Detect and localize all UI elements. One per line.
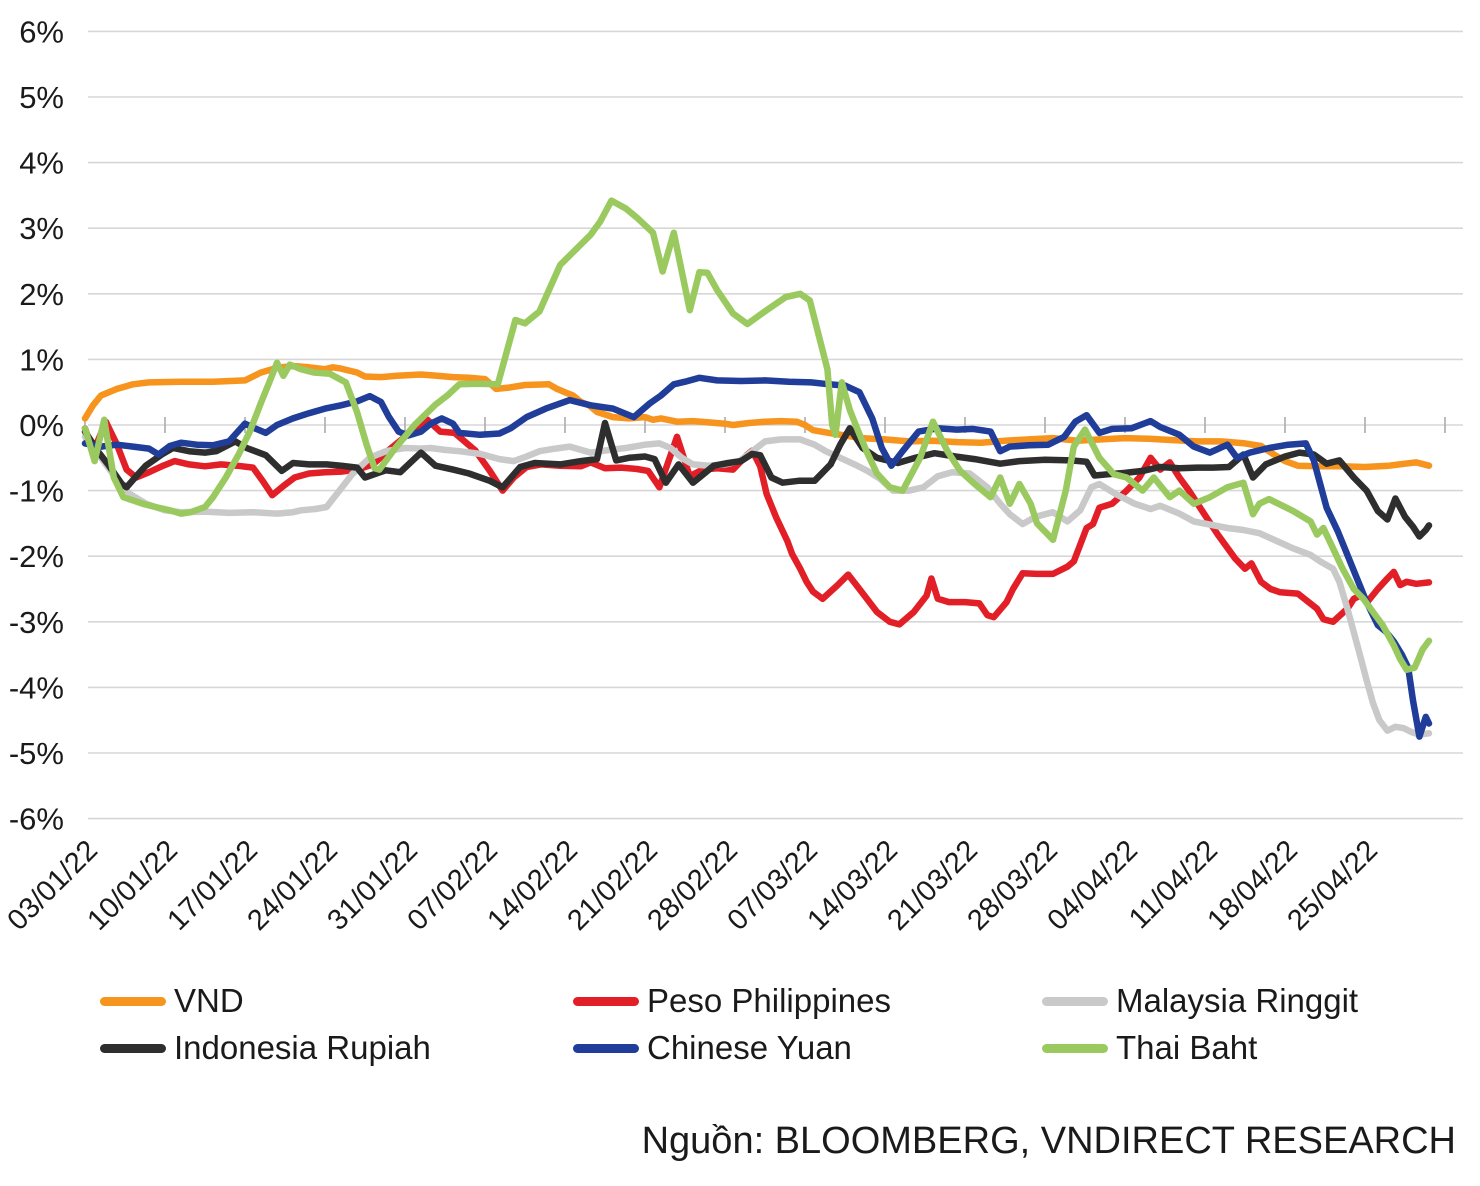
y-axis-labels: 6% 5% 4% 3% 2% 1% 0% -1% -2% -3% -4% -5% -6% [9, 14, 64, 836]
legend-swatch-peso-philippines [573, 996, 639, 1006]
y-axis-label: -4% [9, 670, 64, 705]
x-axis-label: 04/04/22 [1041, 834, 1143, 936]
chart-legend: VND Peso Philippines Malaysia Ringgit In… [100, 982, 1442, 1066]
legend-swatch-malaysia-ringgit [1042, 996, 1108, 1006]
legend-item-thai-baht: Thai Baht [1042, 1029, 1442, 1066]
legend-swatch-thai-baht [1042, 1043, 1108, 1053]
series-line-indonesia-rupiah [81, 419, 1433, 540]
series-line-chinese-yuan [81, 374, 1433, 740]
legend-label-vnd: VND [174, 982, 244, 1019]
y-axis-label: 1% [19, 342, 64, 377]
legend-item-malaysia-ringgit: Malaysia Ringgit [1042, 982, 1442, 1019]
legend-swatch-indonesia-rupiah [100, 1043, 166, 1053]
legend-label-thai-baht: Thai Baht [1116, 1029, 1258, 1066]
y-axis-label: 5% [19, 80, 64, 115]
source-note: Nguồn: BLOOMBERG, VNDIRECT RESEARCH [641, 1120, 1456, 1162]
y-axis-label: -5% [9, 736, 64, 771]
y-axis-label: 4% [19, 146, 64, 181]
y-axis-label: 0% [19, 408, 64, 443]
legend-label-chinese-yuan: Chinese Yuan [647, 1029, 852, 1066]
legend-label-indonesia-rupiah: Indonesia Rupiah [174, 1029, 431, 1066]
series-line-malaysia-ringgit [81, 433, 1433, 738]
y-axis-label: -2% [9, 539, 64, 574]
x-axis-labels: 03/01/2210/01/2217/01/2224/01/2231/01/22… [1, 834, 1383, 936]
legend-swatch-chinese-yuan [573, 1043, 639, 1053]
legend-item-vnd: VND [100, 982, 573, 1019]
y-axis-label: -3% [9, 605, 64, 640]
legend-label-malaysia-ringgit: Malaysia Ringgit [1116, 982, 1359, 1019]
y-axis-label: -1% [9, 474, 64, 509]
series-lines [81, 197, 1433, 740]
x-axis-label: 25/04/22 [1281, 834, 1383, 936]
y-axis-label: -6% [9, 802, 64, 837]
series-line-thai-baht [81, 197, 1433, 673]
legend-item-chinese-yuan: Chinese Yuan [573, 1029, 1042, 1066]
y-axis-label: 2% [19, 277, 64, 312]
y-axis-label: 6% [19, 14, 64, 49]
chart-canvas: 6% 5% 4% 3% 2% 1% 0% -1% -2% -3% -4% -5% -6% 03/01/2… [1, 14, 1463, 937]
legend-item-indonesia-rupiah: Indonesia Rupiah [100, 1029, 573, 1066]
gridlines [88, 30, 1463, 820]
series-line-peso-philippines [81, 416, 1433, 628]
legend-swatch-vnd [100, 996, 166, 1006]
legend-item-peso-philippines: Peso Philippines [573, 982, 1042, 1019]
y-axis-label: 3% [19, 211, 64, 246]
legend-label-peso-philippines: Peso Philippines [647, 982, 891, 1019]
